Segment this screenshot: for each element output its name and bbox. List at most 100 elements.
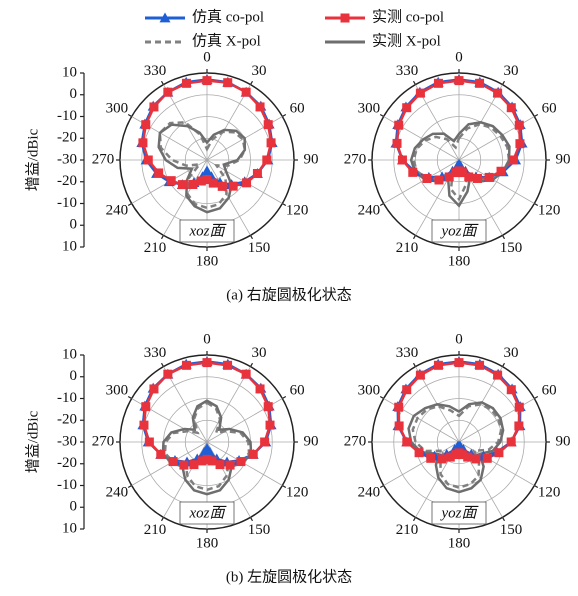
- theta-tick: [249, 517, 254, 522]
- caption: (b) 左旋圆极化状态: [226, 568, 352, 585]
- theta-label: 300: [358, 382, 381, 398]
- square-marker: [408, 167, 418, 177]
- plane-label: yoz面: [440, 223, 480, 239]
- spoke: [458, 441, 535, 486]
- square-marker: [163, 87, 173, 97]
- square-marker: [515, 139, 525, 149]
- square-marker: [202, 76, 212, 86]
- square-marker: [394, 421, 404, 431]
- square-marker: [433, 78, 443, 88]
- theta-label: 210: [144, 240, 167, 256]
- radial-tick-label: 0: [70, 217, 78, 233]
- plane-label: xoz面: [189, 223, 228, 239]
- radial-tick-label: -20: [57, 173, 77, 189]
- series-line: [412, 122, 511, 202]
- square-marker: [506, 437, 516, 447]
- square-marker: [422, 173, 432, 183]
- square-marker: [262, 155, 272, 165]
- square-marker: [223, 360, 233, 370]
- square-marker: [143, 155, 153, 165]
- theta-label: 240: [106, 484, 129, 500]
- square-marker: [426, 453, 436, 463]
- radial-tick-label: -20: [57, 412, 77, 428]
- square-marker: [181, 360, 191, 370]
- square-marker: [156, 449, 166, 459]
- theta-tick: [160, 235, 165, 240]
- label-box: [431, 219, 487, 243]
- theta-tick: [282, 484, 287, 489]
- square-marker: [402, 437, 412, 447]
- radial-tick-label: 0: [70, 86, 78, 102]
- square-marker: [202, 175, 212, 185]
- square-marker: [207, 456, 217, 466]
- radial-tick-label: 10: [62, 346, 77, 362]
- theta-label: 60: [290, 382, 305, 398]
- square-marker: [514, 120, 524, 130]
- theta-tick: [412, 362, 417, 367]
- square-marker: [454, 358, 464, 368]
- theta-label: 60: [290, 100, 305, 116]
- square-marker: [144, 437, 154, 447]
- square-marker: [248, 449, 258, 459]
- label-box: [179, 219, 235, 243]
- square-marker: [415, 88, 425, 98]
- square-marker: [138, 138, 148, 148]
- square-marker: [263, 120, 273, 130]
- theta-tick: [127, 484, 132, 489]
- theta-label: 210: [144, 522, 167, 538]
- theta-tick: [412, 80, 417, 85]
- series-line: [163, 401, 251, 492]
- square-marker: [397, 155, 407, 165]
- theta-label: 300: [106, 382, 129, 398]
- square-marker: [189, 460, 199, 470]
- theta-label: 300: [106, 100, 129, 116]
- series-line: [161, 399, 253, 496]
- label-box: [179, 501, 235, 525]
- theta-label: 150: [500, 240, 523, 256]
- series-line: [157, 123, 247, 214]
- square-marker: [197, 456, 207, 466]
- square-marker: [340, 13, 350, 23]
- square-marker: [188, 179, 198, 189]
- theta-label: 120: [286, 202, 309, 218]
- square-marker: [433, 360, 443, 370]
- theta-tick: [501, 80, 506, 85]
- label-box: [431, 501, 487, 525]
- radial-axis-title: 增益/dBic: [24, 410, 41, 473]
- theta-label: 150: [500, 522, 523, 538]
- square-marker: [242, 178, 252, 188]
- theta-label: 90: [304, 151, 319, 167]
- theta-label: 270: [92, 151, 115, 167]
- square-marker: [154, 168, 164, 178]
- series-line: [409, 121, 511, 208]
- radial-tick-label: 0: [70, 499, 78, 515]
- theta-tick: [534, 484, 539, 489]
- square-marker: [464, 172, 474, 182]
- theta-label: 30: [504, 345, 519, 361]
- radial-tick-label: 10: [62, 238, 77, 254]
- square-marker: [208, 178, 218, 188]
- radial-tick-label: -20: [57, 130, 77, 146]
- theta-label: 120: [286, 484, 309, 500]
- legend-label: 仿真 co-pol: [192, 7, 264, 25]
- theta-tick: [249, 235, 254, 240]
- square-marker: [484, 172, 494, 182]
- square-marker: [437, 454, 447, 464]
- legend-label: 实测 X-pol: [372, 32, 441, 49]
- theta-label: 0: [455, 331, 463, 347]
- square-marker: [228, 181, 238, 191]
- square-marker: [217, 181, 227, 191]
- triangle-marker: [159, 12, 171, 23]
- square-marker: [392, 138, 402, 148]
- caption: (a) 右旋圆极化状态: [226, 286, 351, 303]
- square-marker: [265, 420, 275, 430]
- square-marker: [506, 103, 516, 113]
- theta-label: 180: [196, 253, 219, 269]
- square-marker: [168, 457, 178, 467]
- square-marker: [463, 452, 473, 462]
- square-marker: [496, 166, 506, 176]
- radial-tick-label: -10: [57, 390, 77, 406]
- legend-label: 仿真 X-pol: [192, 31, 261, 49]
- theta-label: 60: [542, 382, 557, 398]
